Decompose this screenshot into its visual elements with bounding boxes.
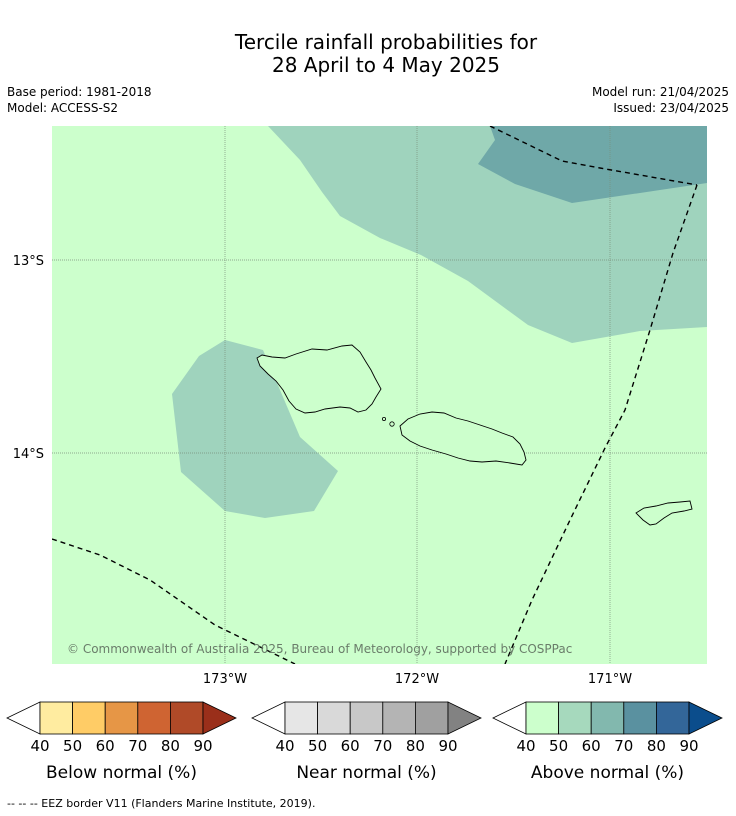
- legend-above-tick: 80: [647, 737, 666, 755]
- legend-above-swatch: [590, 701, 625, 735]
- above-normal-60-region: [478, 126, 707, 203]
- savaii-island: [256, 344, 382, 414]
- legend-near-swatch: [317, 701, 351, 735]
- legend-near-tick: 60: [341, 737, 360, 755]
- model-run: Model run: 21/04/2025: [591, 85, 729, 99]
- legend-near-swatch: [382, 701, 416, 735]
- apolima-islet: [381, 416, 386, 421]
- legend-above-swatch: [525, 701, 559, 735]
- meta-right: Model run: 21/04/2025 Issued: 23/04/2025: [592, 84, 729, 116]
- legend-above-tick: 90: [679, 737, 698, 755]
- legend-above-tick: 40: [516, 737, 535, 755]
- eez-border-east: [504, 184, 698, 664]
- lon-label-171w: 171°W: [588, 672, 632, 687]
- legend-near-min-arrow: [251, 701, 286, 735]
- legend-above-swatch: [623, 701, 657, 735]
- legend-below-tick: 70: [128, 737, 147, 755]
- legend-near-max-arrow: [447, 701, 482, 735]
- manono-islet: [389, 421, 395, 427]
- lon-label-172w: 172°W: [395, 672, 439, 687]
- legend-above-normal: 40 50 60 70 80 90 Above normal (%): [492, 701, 723, 783]
- legend-below-max-arrow: [202, 701, 237, 735]
- legend-below-tick: 60: [96, 737, 115, 755]
- legend-above-caption: Above normal (%): [531, 763, 684, 783]
- lon-label-173w: 173°W: [203, 672, 247, 687]
- model-name: Model: ACCESS-S2: [7, 101, 119, 115]
- legend-above-tick: 50: [549, 737, 568, 755]
- legend-near-swatch: [349, 701, 384, 735]
- upolu-island: [399, 411, 527, 466]
- title-line-1: Tercile rainfall probabilities for: [234, 30, 538, 54]
- legend-below-swatch: [137, 701, 171, 735]
- eez-borders: [52, 126, 698, 664]
- legend-near-tick: 70: [373, 737, 392, 755]
- legend-above-swatch: [558, 701, 592, 735]
- legend-below-swatch: [39, 701, 73, 735]
- legend-above-min-arrow: [492, 701, 527, 735]
- legend-above-max-arrow: [688, 701, 723, 735]
- legend-near-swatch: [414, 701, 449, 735]
- above-normal-50-region-west: [172, 340, 338, 518]
- legend-below-tick: 90: [193, 737, 212, 755]
- eez-footnote: -- -- -- EEZ border V11 (Flanders Marine…: [7, 797, 316, 810]
- map-copyright: © Commonwealth of Australia 2025, Bureau…: [67, 642, 572, 656]
- legend-below-tick: 40: [30, 737, 49, 755]
- legend-below-tick: 80: [161, 737, 180, 755]
- legend-below-swatch: [104, 701, 139, 735]
- legend-above-tick: 70: [614, 737, 633, 755]
- legend-near-caption: Near normal (%): [296, 763, 436, 783]
- legend-below-swatch: [169, 701, 204, 735]
- legend-near-tick: 90: [438, 737, 457, 755]
- legend-below-tick: 50: [63, 737, 82, 755]
- eez-border-northeast: [489, 126, 698, 186]
- legend-below-normal: 40 50 60 70 80 90 Below normal (%): [6, 701, 237, 783]
- legend-below-swatch: [72, 701, 106, 735]
- meta-left: Base period: 1981-2018 Model: ACCESS-S2: [7, 84, 152, 116]
- legend-near-tick: 50: [308, 737, 327, 755]
- legend-near-tick: 40: [275, 737, 294, 755]
- issued-date: Issued: 23/04/2025: [613, 101, 729, 115]
- map-title: Tercile rainfall probabilities for 28 Ap…: [0, 31, 736, 77]
- legend-near-swatch: [284, 701, 318, 735]
- title-line-2: 28 April to 4 May 2025: [272, 53, 500, 77]
- legend-near-tick: 80: [406, 737, 425, 755]
- tutuila-island: [635, 500, 693, 526]
- gridlines: [52, 126, 707, 664]
- legend-above-swatch: [656, 701, 690, 735]
- legend-below-caption: Below normal (%): [46, 763, 197, 783]
- lat-label-13s: 13°S: [13, 254, 44, 269]
- legend-above-tick: 60: [582, 737, 601, 755]
- legend-below-min-arrow: [6, 701, 41, 735]
- lat-label-14s: 14°S: [13, 447, 44, 462]
- base-period: Base period: 1981-2018: [7, 85, 152, 99]
